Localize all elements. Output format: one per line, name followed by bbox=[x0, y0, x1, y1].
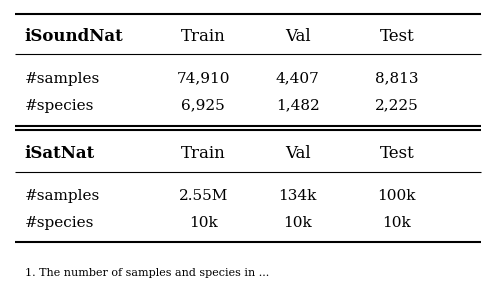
Text: iSatNat: iSatNat bbox=[25, 145, 95, 162]
Text: #samples: #samples bbox=[25, 72, 100, 85]
Text: Test: Test bbox=[379, 28, 414, 45]
Text: 8,813: 8,813 bbox=[375, 72, 419, 85]
Text: 1. The number of samples and species in ...: 1. The number of samples and species in … bbox=[25, 268, 269, 278]
Text: #species: #species bbox=[25, 99, 94, 113]
Text: Train: Train bbox=[181, 28, 226, 45]
Text: 10k: 10k bbox=[283, 216, 312, 230]
Text: #species: #species bbox=[25, 216, 94, 230]
Text: Train: Train bbox=[181, 145, 226, 162]
Text: 4,407: 4,407 bbox=[276, 72, 319, 85]
Text: 10k: 10k bbox=[189, 216, 218, 230]
Text: Val: Val bbox=[285, 145, 310, 162]
Text: 1,482: 1,482 bbox=[276, 99, 319, 113]
Text: #samples: #samples bbox=[25, 189, 100, 203]
Text: 2,225: 2,225 bbox=[375, 99, 419, 113]
Text: Test: Test bbox=[379, 145, 414, 162]
Text: Val: Val bbox=[285, 28, 310, 45]
Text: 2.55M: 2.55M bbox=[179, 189, 228, 203]
Text: 74,910: 74,910 bbox=[177, 72, 230, 85]
Text: 134k: 134k bbox=[278, 189, 317, 203]
Text: 10k: 10k bbox=[382, 216, 411, 230]
Text: 6,925: 6,925 bbox=[182, 99, 225, 113]
Text: iSoundNat: iSoundNat bbox=[25, 28, 124, 45]
Text: 100k: 100k bbox=[377, 189, 416, 203]
